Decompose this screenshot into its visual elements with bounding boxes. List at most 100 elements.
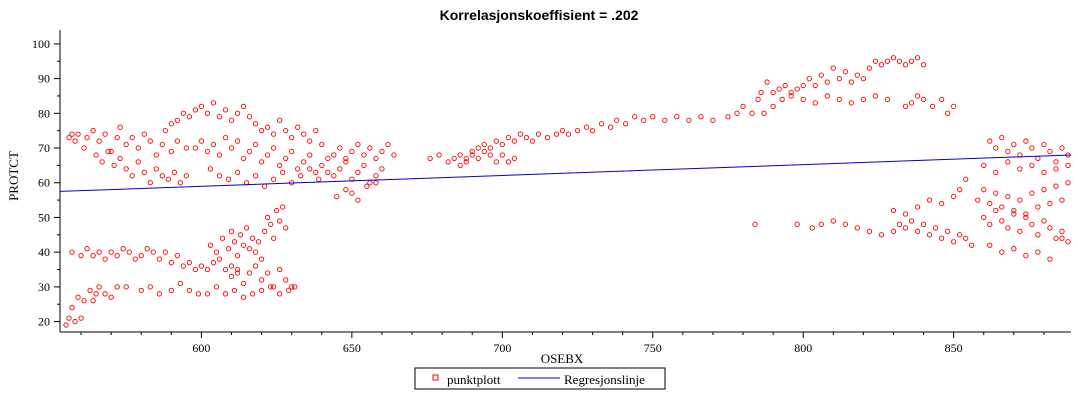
scatter-point — [273, 207, 280, 214]
scatter-point — [228, 273, 235, 280]
scatter-point — [806, 75, 812, 82]
scatter-point — [222, 266, 229, 273]
y-tick-label: 60 — [38, 176, 50, 190]
scatter-point — [379, 166, 385, 172]
scatter-point — [1005, 225, 1011, 231]
scatter-point — [487, 152, 493, 158]
scatter-point — [198, 138, 205, 144]
scatter-point — [258, 256, 265, 262]
scatter-point — [800, 96, 806, 103]
scatter-point — [1005, 159, 1011, 165]
scatter-point — [481, 148, 487, 155]
scatter-point — [598, 121, 605, 127]
scatter-point — [261, 183, 268, 189]
scatter-point — [824, 93, 830, 99]
x-tick-label: 850 — [945, 341, 963, 355]
scatter-point — [289, 284, 295, 290]
scatter-point — [117, 124, 123, 130]
y-tick-label: 90 — [38, 72, 50, 86]
scatter-point — [144, 246, 150, 252]
scatter-point — [445, 159, 451, 165]
scatter-point — [171, 169, 177, 175]
scatter-point — [135, 159, 141, 165]
scatter-point — [325, 169, 331, 175]
scatter-point — [848, 79, 854, 85]
x-tick-label: 750 — [644, 341, 662, 355]
scatter-point — [932, 225, 939, 231]
scatter-point — [1065, 239, 1071, 245]
legend-label-regresjonslinje: Regresjonslinje — [564, 372, 645, 387]
scatter-point — [914, 55, 921, 61]
scatter-point — [111, 162, 117, 169]
scatter-point — [758, 89, 764, 96]
scatter-point — [174, 138, 180, 144]
x-tick-label: 800 — [794, 341, 812, 355]
scatter-point — [908, 100, 915, 106]
scatter-point — [866, 228, 873, 234]
scatter-point — [204, 291, 211, 297]
scatter-point — [168, 148, 174, 155]
scatter-point — [836, 75, 842, 82]
scatter-point — [216, 152, 223, 158]
scatter-point — [228, 145, 235, 151]
scatter-point — [1029, 221, 1035, 228]
scatter-point — [301, 131, 307, 137]
scatter-point — [141, 169, 147, 175]
scatter-point — [951, 239, 957, 245]
y-tick-label: 100 — [32, 37, 50, 51]
scatter-point — [511, 138, 517, 144]
scatter-point — [379, 148, 385, 155]
scatter-point — [228, 263, 235, 269]
y-ticks: 20 30 40 50 60 70 80 90 100 — [32, 37, 60, 329]
scatter-point — [902, 103, 909, 110]
scatter-point — [987, 221, 993, 228]
scatter-point — [270, 176, 277, 182]
scatter-point — [872, 58, 879, 64]
scatter-point — [219, 235, 226, 241]
regression-line-group — [59, 154, 1072, 192]
scatter-point — [908, 218, 915, 224]
scatter-point — [168, 287, 174, 293]
scatter-point — [517, 131, 524, 137]
scatter-point — [234, 110, 241, 116]
scatter-point — [457, 152, 463, 158]
scatter-point — [355, 197, 361, 203]
scatter-point — [264, 152, 271, 158]
scatter-point — [908, 58, 915, 64]
scatter-point — [63, 322, 69, 328]
scatter-point — [234, 270, 241, 276]
scatter-point — [944, 110, 951, 116]
scatter-point — [993, 207, 999, 214]
scatter-point — [920, 96, 927, 103]
scatter-point — [234, 169, 241, 175]
scatter-point — [493, 138, 499, 144]
scatter-point — [108, 249, 114, 255]
scatter-point — [686, 117, 692, 123]
scatter-point — [1011, 207, 1017, 214]
scatter-point — [1059, 228, 1065, 234]
scatter-point — [298, 173, 304, 179]
scatter-point — [168, 121, 174, 127]
scatter-point — [457, 162, 463, 169]
scatter-point — [210, 141, 217, 148]
scatter-point — [69, 305, 75, 311]
scatter-point — [999, 218, 1005, 224]
scatter-point — [499, 141, 505, 148]
scatter-point — [93, 291, 99, 297]
scatter-point — [180, 263, 187, 269]
scatter-point — [1023, 211, 1029, 217]
scatter-point — [132, 256, 138, 262]
scatter-point — [307, 152, 313, 158]
scatter-point — [72, 318, 78, 325]
scatter-point — [84, 246, 90, 252]
scatter-point — [246, 270, 253, 276]
scatter-point — [469, 152, 475, 158]
y-axis-label: PROTCT — [6, 151, 21, 201]
scatter-point — [890, 207, 897, 214]
scatter-point — [84, 134, 90, 141]
scatter-point — [249, 235, 256, 241]
scatter-point — [75, 294, 81, 300]
x-ticks: 600 650 700 750 800 850 — [80, 332, 1045, 355]
scatter-point — [307, 166, 313, 172]
scatter-point — [963, 235, 969, 241]
